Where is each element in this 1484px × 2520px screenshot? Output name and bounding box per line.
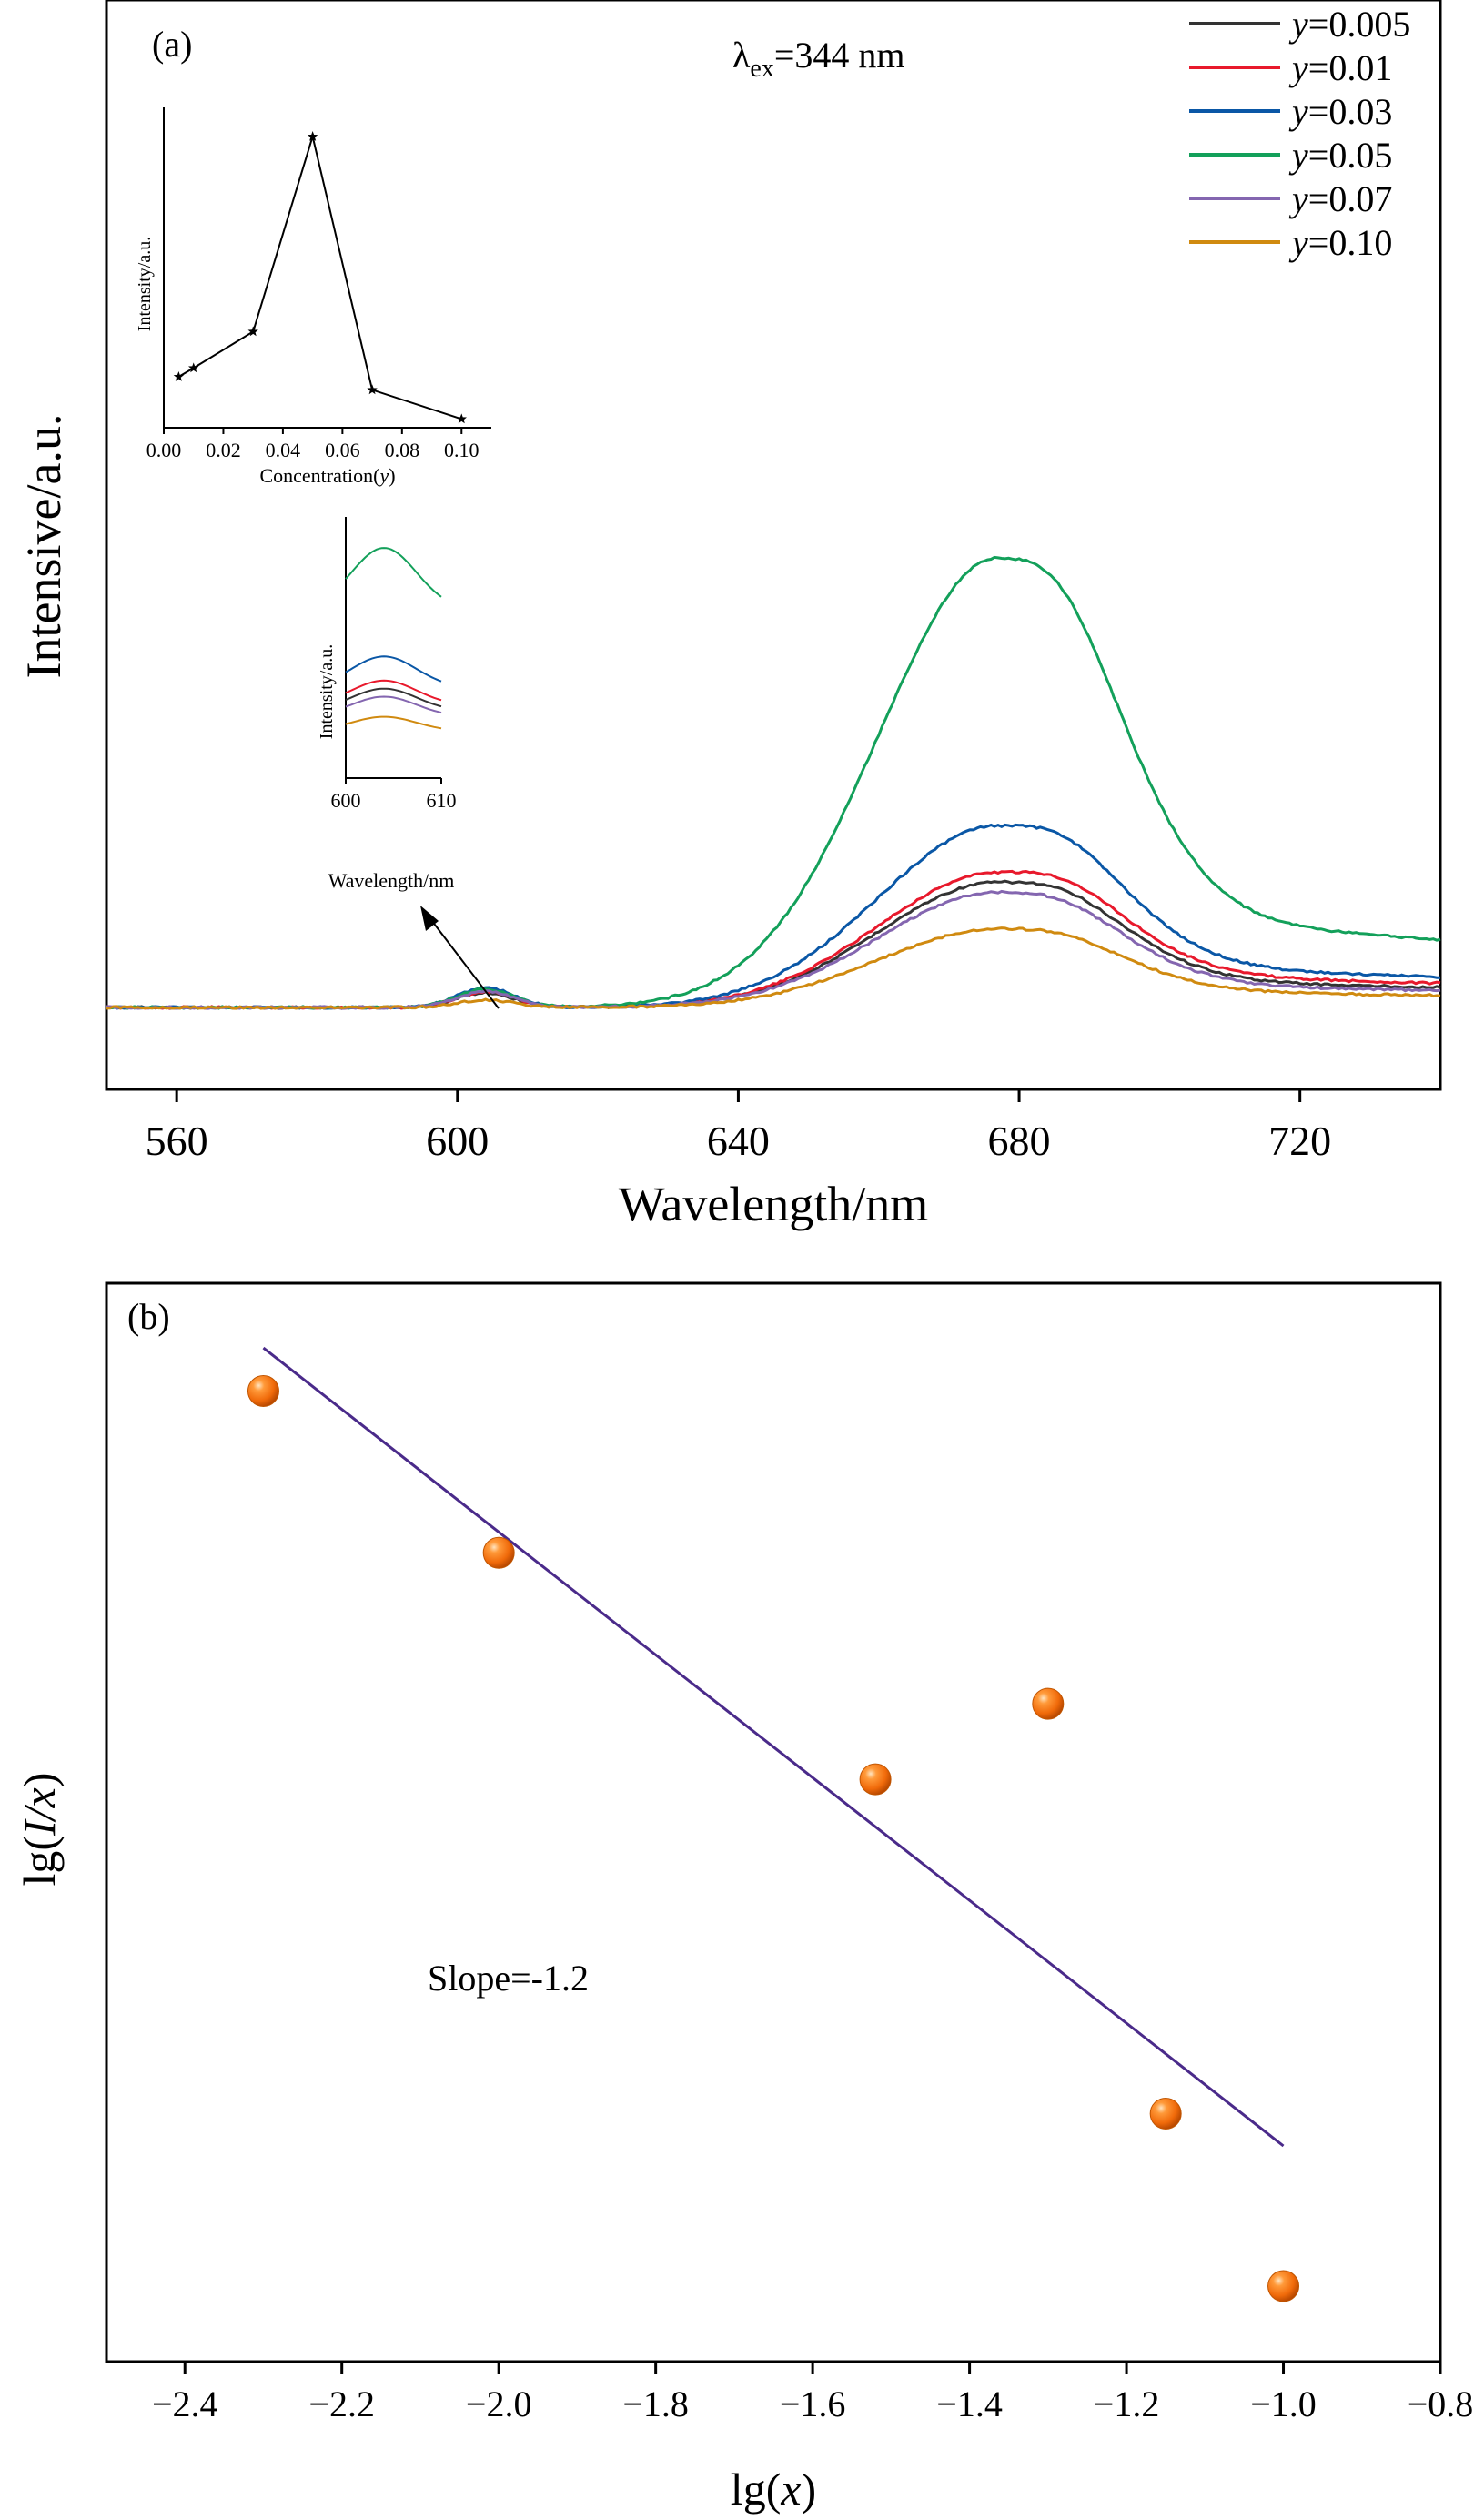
inset1-point xyxy=(173,371,185,381)
panel-b-x-tick-label: −0.8 xyxy=(1408,2383,1474,2424)
inset2-curve xyxy=(345,547,442,598)
inset-pointer-arrow-line xyxy=(425,912,500,1009)
data-point xyxy=(247,1375,279,1407)
inset2-y-axis-label: Intensity/a.u. xyxy=(317,644,337,739)
legend-entry: y=0.05 xyxy=(1288,135,1392,176)
inset1-y-axis-label: Intensity/a.u. xyxy=(135,237,155,331)
panel-a-x-tick-label: 680 xyxy=(988,1118,1051,1164)
inset1-point xyxy=(367,384,378,395)
panel-a-x-axis-label: Wavelength/nm xyxy=(619,1177,929,1231)
excitation-annotation: λex=344 nm xyxy=(732,35,905,83)
panel-b-x-tick-label: −1.2 xyxy=(1094,2383,1160,2424)
inset1-point xyxy=(247,326,258,337)
fit-line xyxy=(262,1346,1285,2148)
inset2-curves xyxy=(345,547,442,730)
panel-b-x-tick-label: −2.2 xyxy=(308,2383,375,2424)
panel-b-x-tick-label: −1.4 xyxy=(936,2383,1003,2424)
panel-b-x-tick-label: −2.4 xyxy=(152,2383,218,2424)
data-point xyxy=(1149,2097,1182,2130)
inset2-curve xyxy=(345,715,442,730)
panel-a-x-tick-label: 720 xyxy=(1268,1118,1331,1164)
inset1-point xyxy=(188,362,199,373)
panel-b-x-axis-label: lg(x) xyxy=(731,2464,816,2515)
inset2-tick-label: 610 xyxy=(427,789,457,812)
inset1-points xyxy=(173,131,467,424)
inset2-curve xyxy=(345,687,442,708)
data-point xyxy=(1032,1687,1065,1720)
inset1-tick-label: 0.10 xyxy=(444,439,480,461)
slope-annotation: Slope=-1.2 xyxy=(428,1958,589,1999)
inset1-point xyxy=(456,413,467,424)
inset1-line xyxy=(177,133,462,420)
panel-a-chart: 560 600 640 680 720 (a) λex=344 nm y=0.005y=… xyxy=(16,0,1442,1231)
inset2-tick-label: 600 xyxy=(331,789,361,812)
legend-entry: y=0.01 xyxy=(1288,47,1392,88)
legend-entry: y=0.03 xyxy=(1288,91,1392,132)
panel-a-x-tick-label: 640 xyxy=(707,1118,770,1164)
panel-a-x-tick-label: 560 xyxy=(146,1118,208,1164)
panel-a-y-axis-label: Intensive/a.u. xyxy=(16,414,71,679)
inset1-tick-label: 0.04 xyxy=(266,439,301,461)
inset1-x-ticks: 0.00 0.02 0.04 0.06 0.08 0.10 xyxy=(146,428,480,461)
emission-curve xyxy=(106,555,1441,1010)
panel-a-label: (a) xyxy=(152,24,192,65)
panel-b-y-axis-label: lg(I/x) xyxy=(14,1773,65,1887)
inset2-curve xyxy=(345,655,442,683)
inset-pointer-arrowhead xyxy=(420,906,439,931)
panel-a-plot-frame xyxy=(105,0,1442,1091)
panel-b-label: (b) xyxy=(127,1296,170,1337)
panel-b-x-tick-label: −1.0 xyxy=(1250,2383,1317,2424)
legend-entry: y=0.10 xyxy=(1288,222,1392,263)
inset-concentration-chart: 0.00 0.02 0.04 0.06 0.08 0.10 Concentration(y… xyxy=(135,107,491,487)
panel-a-curves xyxy=(106,555,1441,1010)
inset2-x-ticks: 600 610 xyxy=(331,778,457,812)
panel-a-x-tick-label: 600 xyxy=(426,1118,489,1164)
inset1-x-axis-label: Concentration(y) xyxy=(259,464,395,487)
panel-b-x-ticks: −2.4 −2.2 −2.0 −1.8 −1.6 −1.4 −1.2 −1.0 −0.8 xyxy=(152,2362,1473,2424)
inset1-tick-label: 0.02 xyxy=(206,439,241,461)
inset1-tick-label: 0.06 xyxy=(325,439,360,461)
panel-b-x-tick-label: −1.8 xyxy=(622,2383,689,2424)
panel-b-x-tick-label: −1.6 xyxy=(780,2383,846,2424)
legend-entry: y=0.005 xyxy=(1288,4,1410,45)
panel-b-chart: −2.4 −2.2 −2.0 −1.8 −1.6 −1.4 −1.2 −1.0 −0.8 (b)… xyxy=(14,1281,1473,2515)
data-point xyxy=(1267,2270,1300,2302)
legend-entry: y=0.07 xyxy=(1288,178,1392,219)
inset2-curve xyxy=(345,679,442,702)
panel-b-points xyxy=(247,1375,1300,2302)
inset2-x-axis-label: Wavelength/nm xyxy=(328,869,455,892)
inset-zoom-chart: 600 610 Wavelength/nm Intensity/a.u. xyxy=(317,517,457,892)
inset1-point xyxy=(307,131,318,141)
data-point xyxy=(859,1763,892,1796)
emission-curve xyxy=(106,926,1441,1010)
inset1-tick-label: 0.00 xyxy=(146,439,182,461)
panel-a-x-ticks: 560 600 640 680 720 xyxy=(146,1089,1331,1164)
emission-curve xyxy=(106,889,1441,1010)
data-point xyxy=(482,1536,515,1569)
inset2-curve xyxy=(345,695,442,714)
panel-b-plot-frame xyxy=(105,1281,1442,2363)
panel-b-x-tick-label: −2.0 xyxy=(466,2383,532,2424)
inset1-tick-label: 0.08 xyxy=(385,439,420,461)
